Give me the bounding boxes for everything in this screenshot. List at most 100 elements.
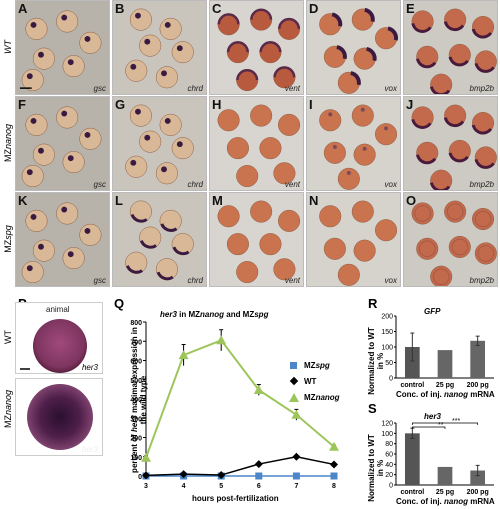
data-point-mzspg	[330, 472, 338, 480]
embryo	[159, 17, 182, 40]
panel-letter-g: G	[115, 97, 126, 112]
embryo	[319, 109, 342, 132]
chart-r-title: GFP	[424, 307, 441, 316]
data-point-wt	[179, 470, 188, 479]
chart-q-title: her3 in MZnanog and MZspg	[160, 310, 269, 319]
embryo	[337, 263, 360, 286]
data-point-wt	[292, 452, 301, 461]
embryo	[236, 165, 259, 188]
embryo	[125, 155, 148, 178]
embryo	[226, 233, 249, 256]
panel-letter-d: D	[309, 1, 319, 16]
chart-r-xlabel: Conc. of inj. nanog mRNA	[396, 390, 495, 399]
embryo	[226, 137, 249, 160]
probe-label: vox	[384, 276, 397, 285]
chart-q-xlabel: hours post-fertilization	[192, 494, 279, 503]
x-tick-label: 4	[182, 483, 186, 490]
embryo	[62, 55, 85, 78]
panel-letter-o: O	[406, 193, 417, 208]
embryo	[159, 113, 182, 136]
y-tick-label: 100	[381, 345, 393, 352]
embryo	[155, 66, 178, 89]
category-label: 200 pg	[467, 489, 489, 496]
y-tick-label: 0	[389, 483, 393, 490]
panel-letter-q: Q	[114, 296, 125, 311]
legend-marker-square	[290, 362, 297, 369]
embryo	[217, 205, 240, 228]
panel-letter-c: C	[212, 1, 222, 16]
embryo	[155, 162, 178, 185]
y-tick-label: 200	[381, 314, 393, 321]
panel-letter-m: M	[212, 193, 223, 208]
series-line-wt	[145, 455, 335, 477]
data-point-wt	[217, 471, 226, 480]
x-tick-label: 5	[219, 483, 223, 490]
probe-label: gsc	[93, 180, 106, 189]
y-tick-label: 0	[138, 474, 142, 481]
embryo	[430, 169, 453, 190]
embryo-her3-mznanog	[27, 384, 93, 450]
y-tick-label: 0	[389, 376, 393, 383]
embryo	[79, 31, 102, 54]
bar-chart-r: 0 50 100 150 200 control 25 pg 200 pg	[381, 314, 494, 389]
x-tick-label: 3	[144, 483, 148, 490]
embryo	[259, 233, 282, 256]
animal-pole-label: animal	[46, 305, 70, 314]
embryo	[32, 143, 55, 166]
significance-marker-2: ***	[452, 418, 461, 425]
y-tick-label: 20	[385, 472, 393, 479]
probe-label: vox	[384, 84, 397, 93]
embryo	[375, 123, 398, 146]
panel-p-row-label-mznanog: MZnanog	[3, 389, 13, 429]
embryo	[25, 209, 48, 232]
embryo	[351, 200, 374, 223]
embryo	[79, 127, 102, 150]
panel-letter-k: K	[18, 193, 28, 208]
embryo	[353, 239, 376, 262]
legend-item-mzspg: MZspg	[288, 360, 360, 376]
y-tick-label: 150	[381, 329, 393, 336]
embryo	[25, 113, 48, 136]
embryo	[32, 239, 55, 262]
category-label: control	[400, 382, 424, 389]
panel-letter-n: N	[309, 193, 319, 208]
embryo	[278, 209, 301, 232]
significance-marker-1: **	[438, 422, 444, 429]
embryo	[236, 261, 259, 284]
embryo	[259, 137, 282, 160]
probe-label: bmp2b	[469, 276, 494, 285]
data-point-mznanog	[141, 452, 151, 462]
embryo	[319, 205, 342, 228]
panel-letter-b: B	[115, 1, 125, 16]
data-point-mznanog	[291, 409, 302, 419]
data-point-mzspg	[255, 472, 263, 480]
legend-item-wt: WT	[288, 376, 360, 392]
probe-label: vent	[284, 276, 300, 285]
embryo	[56, 10, 79, 33]
data-point-wt	[142, 471, 150, 480]
probe-label: chrd	[187, 276, 203, 285]
embryo	[139, 34, 162, 57]
panel-letter-h: H	[212, 97, 222, 112]
embryo	[273, 258, 296, 281]
panel-letter-l: L	[115, 193, 123, 208]
data-point-wt	[254, 460, 263, 469]
embryo	[323, 141, 346, 164]
y-tick-label: 800	[130, 320, 142, 327]
category-label: 25 pg	[436, 489, 454, 496]
bar-2	[470, 470, 486, 485]
embryo	[129, 104, 152, 127]
embryo	[129, 8, 152, 31]
panel-r: R GFP Normalized to WT in % 0 50 100 150 200 c…	[360, 296, 500, 401]
